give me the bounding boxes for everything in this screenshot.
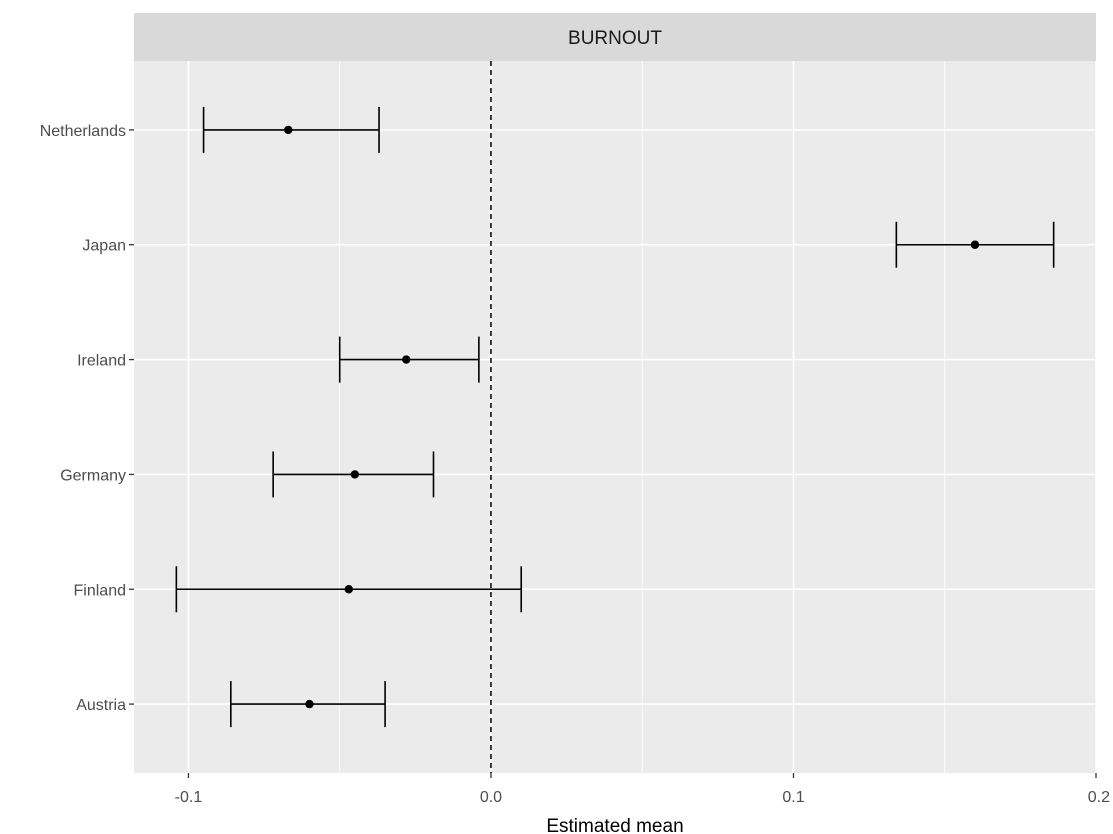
- estimate-point: [350, 470, 360, 479]
- minor-gridlines: [339, 61, 946, 773]
- y-tick-label: Austria: [76, 697, 126, 714]
- x-axis: -0.1 0.0 0.1 0.2: [175, 773, 1110, 806]
- x-axis-title: Estimated mean: [546, 816, 683, 834]
- x-tick-label: 0.2: [1088, 789, 1110, 806]
- estimate-point: [970, 240, 980, 249]
- y-tick-label: Netherlands: [40, 123, 126, 140]
- y-tick-label: Japan: [82, 238, 126, 255]
- y-tick-label: Germany: [60, 467, 126, 484]
- strip-background: [134, 13, 1096, 61]
- error-bars-layer: [175, 106, 1055, 728]
- x-tick-label: -0.1: [175, 789, 203, 806]
- y-tick-label: Ireland: [77, 353, 126, 370]
- x-tick-label: 0.0: [480, 789, 502, 806]
- strip-title: BURNOUT: [568, 28, 662, 49]
- y-axis: Austria Finland Germany Ireland Japan Netherl…: [40, 123, 134, 714]
- estimate-point: [305, 699, 314, 709]
- x-tick-label: 0.1: [782, 789, 804, 806]
- estimate-point: [344, 585, 353, 594]
- panel-background: [134, 61, 1096, 773]
- estimate-point: [284, 125, 293, 135]
- estimate-point: [402, 355, 411, 364]
- y-tick-label: Finland: [74, 582, 126, 599]
